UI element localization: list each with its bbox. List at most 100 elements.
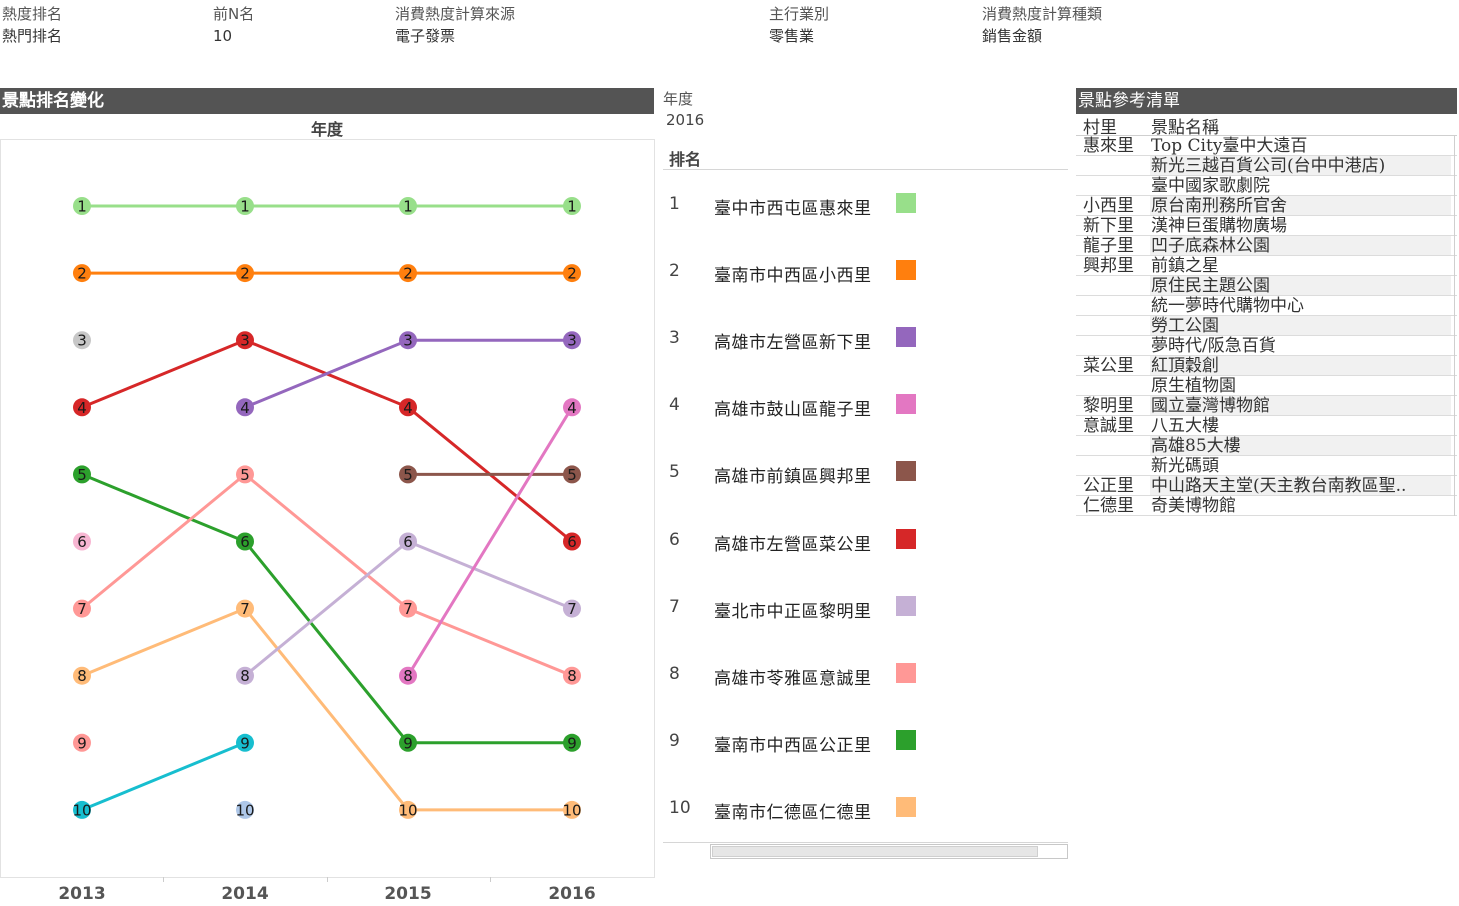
rank-point[interactable] — [563, 398, 581, 417]
rank-point[interactable] — [563, 800, 581, 819]
rank-list-item[interactable]: 2 臺南市中西區小西里 — [663, 257, 1068, 287]
rank-point[interactable] — [399, 331, 417, 350]
spot-cell: 臺中國家歌劇院 — [1151, 176, 1270, 196]
rank-point[interactable] — [399, 465, 417, 484]
rank-point-label: 4 — [77, 399, 87, 417]
rank-point[interactable] — [563, 599, 581, 618]
rank-point[interactable] — [563, 331, 581, 350]
rank-list-item[interactable]: 10 臺南市仁德區仁德里 — [663, 794, 1068, 824]
rank-point-label: 3 — [403, 332, 413, 350]
rank-point-label: 9 — [77, 734, 87, 752]
spot-cell: 中山路天主堂(天主教台南教區聖.. — [1150, 476, 1451, 496]
village-name: 臺中市西屯區惠來里 — [714, 199, 872, 219]
rank-point-label: 3 — [77, 332, 87, 350]
rank-point[interactable] — [236, 532, 254, 551]
rank-number: 2 — [669, 261, 680, 282]
reference-row: 勞工公園 — [1076, 316, 1457, 336]
rank-point[interactable] — [236, 465, 254, 484]
rank-point[interactable] — [236, 264, 254, 283]
rank-list-item[interactable]: 9 臺南市中西區公正里 — [663, 727, 1068, 757]
series-line-segment — [80, 338, 247, 409]
reference-row: 新下里 漢神巨蛋購物廣場 — [1076, 216, 1457, 236]
rank-point[interactable] — [73, 532, 91, 551]
rank-point[interactable] — [399, 532, 417, 551]
filter-label: 前N名 — [213, 5, 255, 23]
series-line-segment — [406, 607, 574, 678]
rank-point[interactable] — [399, 197, 417, 215]
rank-point[interactable] — [236, 800, 254, 819]
spot-cell: 原住民主題公園 — [1150, 276, 1451, 296]
village-name: 高雄市左營區菜公里 — [714, 534, 872, 555]
rank-list-item[interactable]: 1 臺中市西屯區惠來里 — [663, 190, 1068, 220]
rank-list-item[interactable]: 3 高雄市左營區新下里 — [663, 324, 1068, 354]
column-header-village: 村里 — [1083, 118, 1117, 138]
rank-point-label: 6 — [240, 533, 250, 551]
rank-point[interactable] — [73, 197, 91, 215]
rank-number: 1 — [669, 194, 680, 214]
rank-point[interactable] — [563, 666, 581, 685]
rank-point[interactable] — [399, 264, 417, 283]
year-filter-label: 年度 — [663, 90, 694, 108]
rank-point[interactable] — [236, 666, 254, 685]
village-name: 臺南市中西區小西里 — [714, 266, 872, 287]
x-tick-label: 2014 — [221, 884, 268, 904]
series-line-segment — [243, 540, 410, 678]
rank-list-item[interactable]: 6 高雄市左營區菜公里 — [663, 526, 1068, 556]
scrollbar-thumb[interactable] — [712, 846, 1038, 857]
rank-point[interactable] — [73, 599, 91, 618]
rank-point[interactable] — [236, 197, 254, 215]
rank-point[interactable] — [399, 666, 417, 685]
rank-list-item[interactable]: 8 高雄市苓雅區意誠里 — [663, 660, 1068, 690]
rank-point[interactable] — [73, 398, 91, 417]
rank-point[interactable] — [399, 599, 417, 618]
filter-rank-type[interactable]: 熱度排名 熱門排名 — [2, 3, 62, 47]
rank-point-label: 10 — [235, 801, 254, 819]
color-swatch — [896, 528, 916, 549]
rank-point[interactable] — [73, 465, 91, 484]
rank-point-label: 1 — [77, 198, 87, 216]
filter-source[interactable]: 消費熱度計算來源 電子發票 — [395, 3, 515, 47]
rank-point-label: 7 — [567, 600, 577, 618]
rank-point[interactable] — [563, 532, 581, 551]
rank-point[interactable] — [563, 465, 581, 484]
filter-industry[interactable]: 主行業別 零售業 — [769, 3, 829, 47]
rank-number: 5 — [669, 462, 680, 483]
color-swatch — [896, 595, 916, 616]
rank-point[interactable] — [236, 599, 254, 618]
spot-cell: 漢神巨蛋購物廣場 — [1151, 216, 1287, 236]
rank-point[interactable] — [236, 398, 254, 417]
rank-list-item[interactable]: 4 高雄市鼓山區龍子里 — [663, 391, 1068, 421]
reference-row: 興邦里 前鎮之星 — [1076, 256, 1457, 276]
horizontal-scrollbar[interactable] — [710, 844, 1068, 859]
filter-metric[interactable]: 消費熱度計算種類 銷售金額 — [982, 3, 1102, 47]
rank-number: 3 — [669, 328, 680, 349]
rank-point[interactable] — [73, 666, 91, 685]
rank-point[interactable] — [73, 733, 91, 752]
rank-number: 7 — [669, 596, 680, 617]
rank-point-label: 6 — [567, 533, 577, 551]
rank-point[interactable] — [236, 331, 254, 350]
rank-point-label: 1 — [240, 198, 250, 216]
filter-top-n[interactable]: 前N名 10 — [213, 3, 254, 47]
village-cell: 黎明里 — [1083, 396, 1134, 416]
year-filter-value[interactable]: 2016 — [666, 111, 705, 129]
rank-point[interactable] — [73, 264, 91, 283]
reference-row: 黎明里 國立臺灣博物館 — [1076, 396, 1457, 416]
spot-cell: 凹子底森林公園 — [1150, 236, 1451, 256]
rank-list-item[interactable]: 7 臺北市中正區黎明里 — [663, 593, 1068, 623]
rank-point[interactable] — [73, 331, 91, 350]
rank-point[interactable] — [563, 264, 581, 283]
rank-point[interactable] — [563, 733, 581, 752]
rank-point-label: 5 — [403, 466, 413, 484]
rank-point[interactable] — [563, 197, 581, 215]
rank-point[interactable] — [73, 800, 91, 819]
color-swatch — [896, 796, 916, 817]
rank-point[interactable] — [399, 733, 417, 752]
rank-point[interactable] — [236, 733, 254, 752]
rank-list-item[interactable]: 5 高雄市前鎮區興邦里 — [663, 458, 1068, 488]
rank-point[interactable] — [399, 800, 417, 819]
rank-point[interactable] — [399, 398, 417, 417]
rank-point-label: 9 — [240, 734, 250, 752]
color-swatch — [896, 394, 916, 415]
village-name: 高雄市苓雅區意誠里 — [714, 668, 872, 689]
